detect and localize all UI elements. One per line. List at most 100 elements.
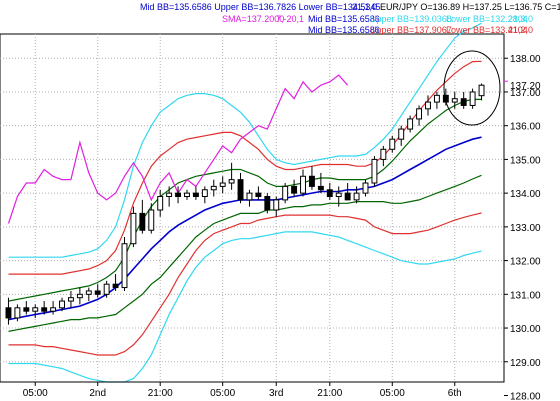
candle-body [273,199,280,211]
header-sma-params: 7,-20,1 [276,14,304,24]
candle-body [451,98,458,103]
grid [0,33,505,383]
candle-body [460,98,467,106]
header-line3-upper: Upper BB=137.9067 [370,25,452,35]
candle-body [362,182,369,194]
header-line3-lower: Lower BB=133.4104 [446,25,528,35]
highlight-ellipse [443,50,501,126]
candle-body [41,307,48,312]
header-line2-upper: Upper BB=139.0368 [370,14,452,24]
candle-body [121,243,128,289]
candle-body [425,101,431,110]
y-tick-label: 131.00 [510,290,541,301]
y-tick-label: 128.00 [510,391,541,401]
candle-body [32,307,39,312]
series-line-lower-bb-3 [8,212,482,356]
x-tick-label: 05:00 [23,388,48,399]
candle-body [166,192,173,198]
candle-body [237,179,244,201]
series-line-lower-bb-4 [8,231,482,383]
candle-body [478,84,485,97]
x-tick-label: 05:00 [210,388,235,399]
candle-body [219,182,226,187]
series-line-mid-bb-21 [8,136,482,321]
x-tick-label: 21:00 [148,388,173,399]
candle-body [59,300,65,309]
candle-body [469,91,476,106]
candles [5,83,485,325]
series-line-upper-bb-4 [8,22,482,258]
series-line-upper-bb-3 [8,60,482,275]
candle-body [407,118,414,130]
x-tick-label: 2nd [89,388,106,399]
candle-body [76,293,83,299]
y-tick-label: 134.00 [510,189,541,200]
x-tick-label: 6th [448,388,462,399]
y-tick-label: 137.00 [510,88,541,99]
candle-body [50,307,57,312]
candle-body [353,192,360,201]
header-line1-mid: 21,1,0 [352,2,377,12]
header-line1-left: Mid BB=135.6586 Upper BB=136.7826 Lower … [140,2,380,12]
candle-body [94,290,101,295]
series-line-upper-bb-2 [8,98,482,302]
y-tick-label: 135.00 [510,155,541,166]
last-price-label: 137.20 [510,81,541,92]
y-tick-label: 133.00 [510,223,541,234]
candle-body [157,196,164,211]
candle-body [148,209,155,231]
header-line2-lower: Lower BB=132.2804 [446,14,528,24]
candle-body [201,189,208,198]
candle-body [335,192,342,198]
header-line2-params: 21,3,0 [508,14,533,24]
candle-body [14,307,21,319]
y-axis: 138.00 137.00 136.00 135.00 134.00 133.00 132.… [504,54,541,401]
candle-body [344,192,351,201]
candle-body [103,283,110,295]
candle-body [130,212,137,245]
candle-body [326,189,333,198]
y-tick-label: 136.00 [510,122,541,133]
candle-body [246,192,253,201]
x-tick-label: 3rd [269,388,283,399]
candle-body [210,185,217,191]
header-line1-right: EUR/JPY O=136.89 H=137.25 L=136.75 C=137… [380,2,560,12]
plot-frame [0,33,505,383]
candle-body [308,175,315,187]
candle-body [380,148,387,160]
header-sma: SMA=137.2000 [222,14,284,24]
candle-body [228,179,235,184]
candle-body [139,212,146,231]
candle-body [85,290,92,295]
candle-body [433,94,440,103]
y-tick-label: 130.00 [510,324,541,335]
candle-body [112,283,119,289]
x-tick-label: 21:00 [317,388,342,399]
candle-body [175,192,182,198]
candle-body [398,128,405,140]
candle-body [264,196,271,211]
candle-body [416,108,423,120]
candle-body [255,192,262,198]
candle-body [5,307,12,319]
bands [7,22,482,383]
candle-body [23,307,30,312]
header-line2-bb: Mid BB=135.6586 [308,14,380,24]
x-tick-label: 05:00 [380,388,405,399]
candle-body [282,185,289,201]
candle-body [389,138,396,150]
y-tick-label: 138.00 [510,54,541,65]
series-line-lower-bb-2 [8,174,482,332]
candle-body [291,185,298,194]
candle-body [184,192,190,198]
header-line3-bb: Mid BB=135.6586 [308,25,380,35]
y-tick-label: 129.00 [510,358,541,369]
y-tick-label: 132.00 [510,257,541,268]
candle-body [317,185,324,191]
header-line3-params: 21,2,0 [508,25,533,35]
candle-body [192,192,199,198]
candle-body [67,297,74,302]
candle-body [371,158,378,184]
x-axis: 05:00 2nd 21:00 05:00 3rd 21:00 05:00 6th [0,381,504,399]
